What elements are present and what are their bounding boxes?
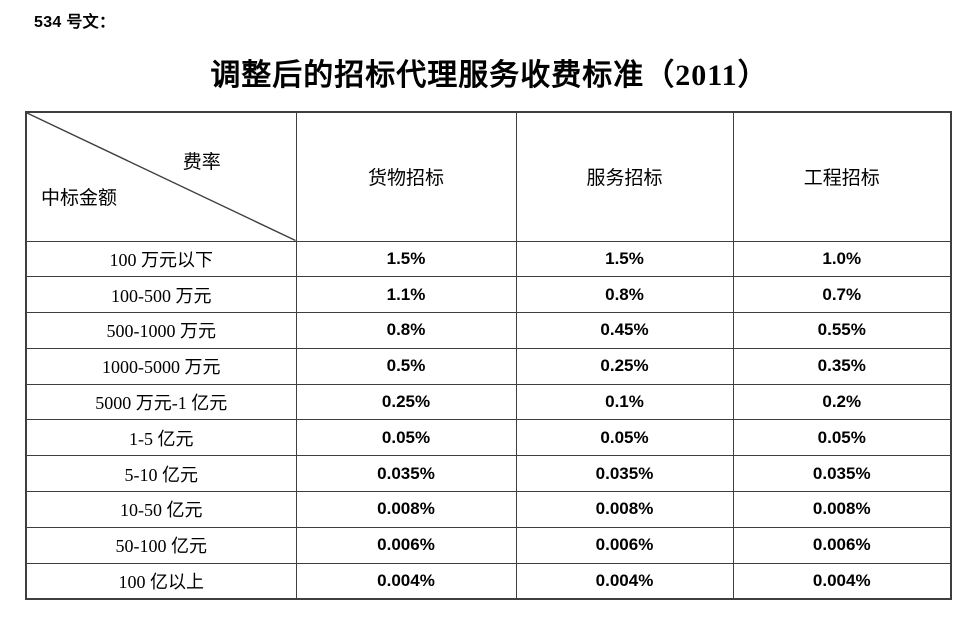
- column-header-engineering: 工程招标: [732, 111, 952, 242]
- rate-cell: 0.035%: [732, 455, 952, 493]
- rate-cell: 0.25%: [515, 347, 734, 385]
- rate-cell: 1.1%: [295, 276, 517, 314]
- rate-cell: 0.35%: [732, 347, 952, 385]
- table-row: 50-100 亿元 0.006% 0.006% 0.006%: [25, 526, 952, 564]
- row-label: 100 万元以下: [25, 240, 297, 278]
- rate-cell: 0.55%: [732, 312, 952, 349]
- rate-cell: 0.006%: [295, 526, 517, 564]
- rate-cell: 0.05%: [732, 419, 952, 457]
- doc-number: 534 号文：: [34, 14, 116, 31]
- rate-cell: 1.5%: [295, 240, 517, 278]
- table-row: 100 万元以下 1.5% 1.5% 1.0%: [25, 240, 952, 278]
- row-label: 1-5 亿元: [25, 419, 297, 457]
- rate-cell: 0.008%: [732, 491, 952, 528]
- table-row: 100 亿以上 0.004% 0.004% 0.004%: [25, 562, 952, 600]
- rate-cell: 0.25%: [295, 383, 517, 421]
- corner-label-rate: 费率: [182, 152, 221, 173]
- rate-cell: 0.004%: [295, 562, 517, 600]
- row-label: 100-500 万元: [25, 276, 297, 314]
- table-row: 100-500 万元 1.1% 0.8% 0.7%: [25, 276, 952, 314]
- page-title: 调整后的招标代理服务收费标准（2011）: [210, 59, 769, 92]
- table-row: 5000 万元-1 亿元 0.25% 0.1% 0.2%: [25, 383, 952, 421]
- rate-cell: 0.8%: [515, 276, 734, 314]
- column-header-goods: 货物招标: [295, 111, 517, 242]
- rate-cell: 1.5%: [515, 240, 734, 278]
- diagonal-line: [27, 113, 296, 241]
- rate-cell: 0.008%: [295, 491, 517, 528]
- rate-cell: 0.5%: [295, 347, 517, 385]
- corner-label-amount: 中标金额: [41, 188, 118, 209]
- rate-cell: 0.004%: [515, 562, 734, 600]
- rate-cell: 0.45%: [515, 312, 734, 349]
- rate-cell: 0.004%: [732, 562, 952, 600]
- table-row: 1000-5000 万元 0.5% 0.25% 0.35%: [25, 347, 952, 385]
- row-label: 5-10 亿元: [25, 455, 297, 493]
- rate-cell: 0.8%: [295, 312, 517, 349]
- rate-cell: 1.0%: [732, 240, 952, 278]
- column-header-services: 服务招标: [515, 111, 734, 242]
- table-row: 1-5 亿元 0.05% 0.05% 0.05%: [25, 419, 952, 457]
- table-row: 5-10 亿元 0.035% 0.035% 0.035%: [25, 455, 952, 493]
- row-label: 50-100 亿元: [25, 526, 297, 564]
- row-label: 5000 万元-1 亿元: [25, 383, 297, 421]
- rate-cell: 0.05%: [515, 419, 734, 457]
- rate-cell: 0.006%: [515, 526, 734, 564]
- table-row: 500-1000 万元 0.8% 0.45% 0.55%: [25, 312, 952, 349]
- row-label: 1000-5000 万元: [25, 347, 297, 385]
- rate-cell: 0.035%: [515, 455, 734, 493]
- rate-cell: 0.006%: [732, 526, 952, 564]
- rate-cell: 0.7%: [732, 276, 952, 314]
- rate-cell: 0.008%: [515, 491, 734, 528]
- rate-cell: 0.2%: [732, 383, 952, 421]
- rate-cell: 0.1%: [515, 383, 734, 421]
- header-row: 费率 中标金额 货物招标 服务招标 工程招标: [25, 111, 952, 242]
- row-label: 500-1000 万元: [25, 312, 297, 349]
- corner-cell: 费率 中标金额: [25, 111, 297, 242]
- row-label: 10-50 亿元: [25, 491, 297, 528]
- table-row: 10-50 亿元 0.008% 0.008% 0.008%: [25, 491, 952, 528]
- rate-cell: 0.05%: [295, 419, 517, 457]
- rate-cell: 0.035%: [295, 455, 517, 493]
- fee-table: 费率 中标金额 货物招标 服务招标 工程招标 100 万元以下 1.5% 1.5% 1…: [25, 111, 952, 600]
- row-label: 100 亿以上: [25, 562, 297, 600]
- fee-table-container: 费率 中标金额 货物招标 服务招标 工程招标 100 万元以下 1.5% 1.5% 1…: [25, 111, 952, 600]
